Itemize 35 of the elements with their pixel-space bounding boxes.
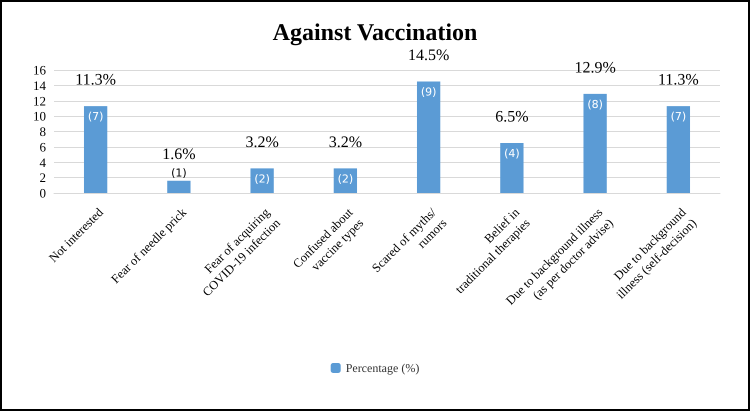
y-tick-label: 8 [40,124,46,139]
annotation: (7) [670,110,686,124]
annotation: (1) [171,166,187,180]
annotation: (7) [88,110,104,124]
y-tick-label: 0 [40,186,46,200]
bar [416,82,440,193]
y-tick-label: 6 [40,139,46,154]
bar [334,168,358,193]
y-tick-label: 2 [40,170,46,186]
y-tick-label: 10 [33,108,46,124]
data-label: 12.9% [574,59,616,76]
bar [500,143,524,193]
data-label: 11.3% [75,72,116,89]
bar [666,106,690,193]
data-label: 6.5% [495,108,529,126]
y-tick-label: 16 [33,62,46,78]
annotation: (2) [338,172,354,186]
bar [250,168,274,193]
legend-label: Percentage (%) [346,361,420,375]
annotation: (2) [254,172,270,186]
data-label: 14.5% [408,47,450,64]
annotation: (8) [587,98,603,111]
annotation: (9) [420,86,436,99]
data-label: 3.2% [328,134,362,151]
data-label: 1.6% [162,146,196,164]
bar [84,106,108,193]
annotation: (4) [504,147,520,160]
chart-title: Against Vaccination [272,20,478,46]
bar [167,180,191,193]
y-tick-label: 14 [33,78,46,93]
y-tick-label: 12 [33,93,46,108]
bar [583,94,607,193]
data-label: 11.3% [658,72,699,89]
y-tick-label: 4 [40,154,46,170]
data-label: 3.2% [245,134,279,151]
